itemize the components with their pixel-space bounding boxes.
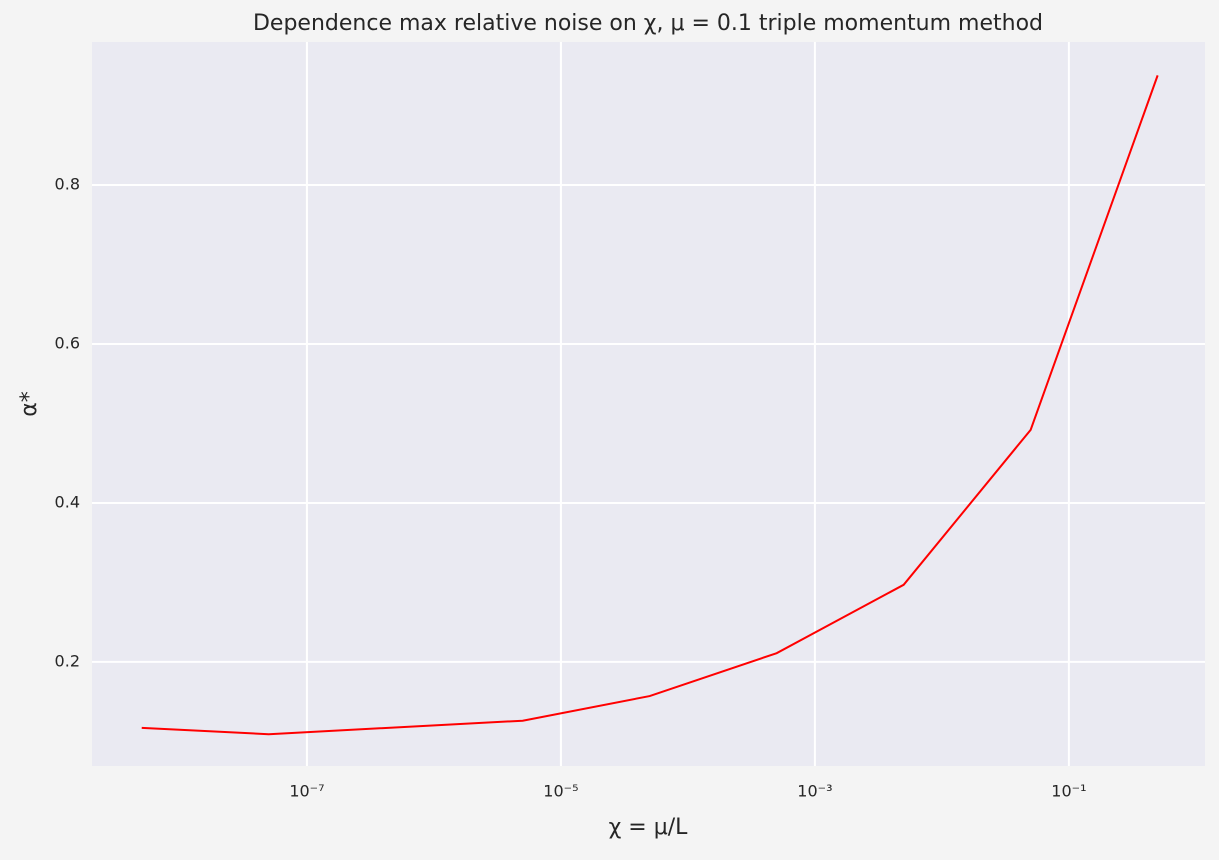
y-axis-label: α* xyxy=(17,391,42,417)
plot-area xyxy=(92,42,1205,766)
data-line xyxy=(141,75,1159,736)
chart-title: Dependence max relative noise on χ, μ = … xyxy=(253,11,1043,36)
x-tick-label: 10⁻⁵ xyxy=(543,782,578,801)
y-tick-label: 0.2 xyxy=(55,651,80,670)
y-tick-label: 0.8 xyxy=(55,175,80,194)
x-tick-label: 10⁻³ xyxy=(797,782,832,801)
x-tick-label: 10⁻⁷ xyxy=(289,782,324,801)
y-tick-label: 0.4 xyxy=(55,492,80,511)
x-tick-label: 10⁻¹ xyxy=(1051,782,1086,801)
y-tick-label: 0.6 xyxy=(55,333,80,352)
x-axis-label: χ = μ/L xyxy=(609,815,689,840)
